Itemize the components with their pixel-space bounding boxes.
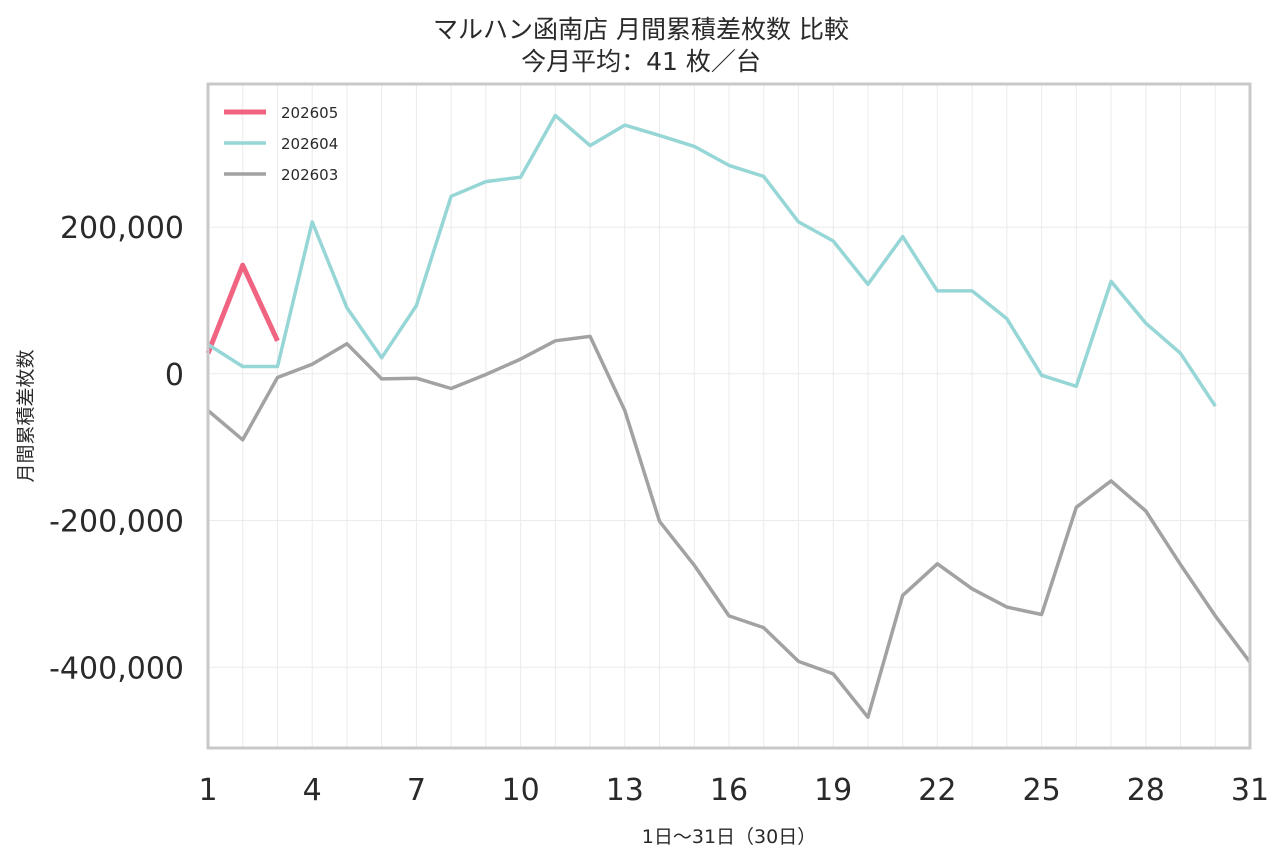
x-tick-label: 16 xyxy=(710,773,748,808)
legend-label-202604: 202604 xyxy=(281,135,338,153)
y-tick-label: -200,000 xyxy=(49,505,184,540)
x-tick-label: 31 xyxy=(1231,773,1269,808)
legend-label-202603: 202603 xyxy=(281,166,338,184)
x-tick-label: 10 xyxy=(502,773,540,808)
plot-frame xyxy=(206,82,1252,750)
series-line-202605 xyxy=(205,262,280,355)
x-tick-label: 4 xyxy=(303,773,322,808)
x-tick-label: 1 xyxy=(198,773,217,808)
y-tick-label: -400,000 xyxy=(49,651,184,686)
x-tick-label: 13 xyxy=(606,773,644,808)
legend-label-202605: 202605 xyxy=(281,104,338,122)
x-axis-label: 1日〜31日（30日） xyxy=(642,826,816,848)
y-axis-label: 月間累積差枚数 xyxy=(15,349,37,482)
series-line-202604 xyxy=(207,113,1217,408)
x-tick-label: 22 xyxy=(918,773,956,808)
x-tick-label: 7 xyxy=(407,773,426,808)
x-tick-label: 28 xyxy=(1127,773,1165,808)
y-tick-label: 0 xyxy=(165,358,184,393)
y-tick-label: 200,000 xyxy=(60,211,184,246)
x-tick-label: 25 xyxy=(1023,773,1061,808)
chart-subtitle: 今月平均：41 枚／台 xyxy=(521,47,761,76)
chart-title: マルハン函南店 月間累積差枚数 比較 xyxy=(433,15,849,44)
series-line-202603 xyxy=(206,334,1252,719)
x-tick-label: 19 xyxy=(814,773,852,808)
